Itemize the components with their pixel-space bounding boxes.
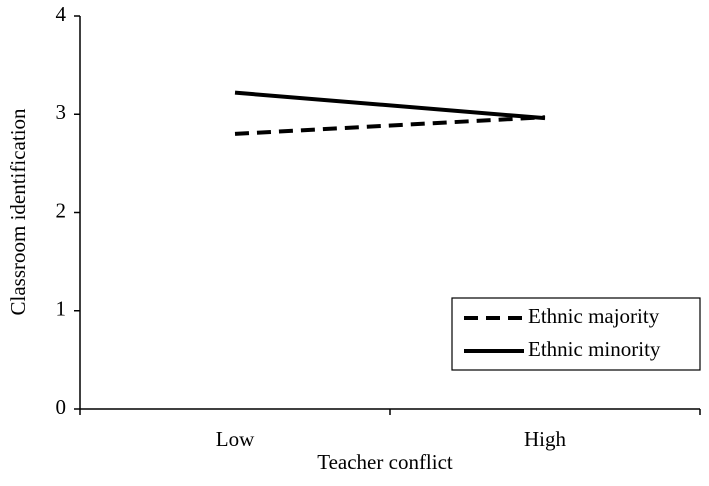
y-tick-label: 3 — [56, 100, 67, 124]
y-tick-label: 2 — [56, 198, 67, 222]
legend-box — [451, 297, 701, 371]
y-tick-label: 4 — [56, 2, 67, 26]
x-axis-label: Teacher conflict — [317, 450, 453, 474]
x-tick-label: Low — [216, 427, 255, 451]
y-axis-label: Classroom identification — [6, 108, 30, 316]
legend-label: Ethnic minority — [528, 337, 661, 361]
series-line — [234, 115, 546, 136]
series-line — [234, 90, 546, 121]
x-tick-label: High — [524, 427, 567, 451]
legend-label: Ethnic majority — [528, 304, 660, 328]
y-tick-label: 0 — [56, 395, 67, 419]
y-tick-label: 1 — [56, 297, 67, 321]
